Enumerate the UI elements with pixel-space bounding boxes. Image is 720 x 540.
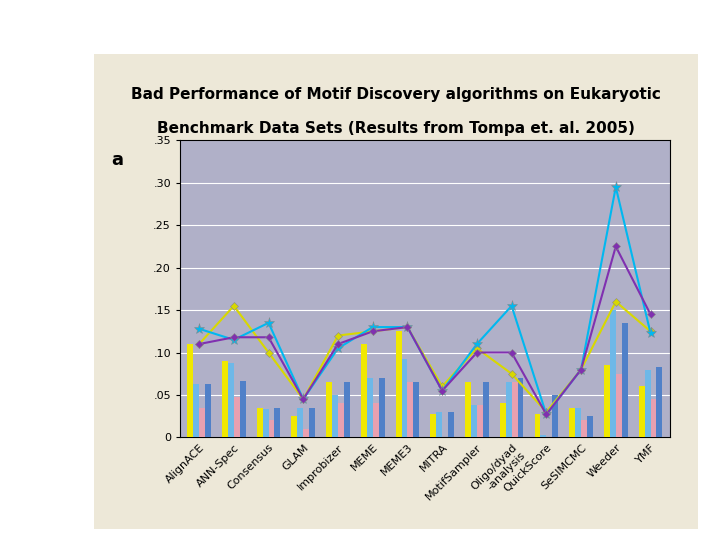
Bar (379, 378, 384, 437)
Bar (402, 359, 408, 437)
Text: Bad Performance of Motif Discovery algorithms on Eukaryotic: Bad Performance of Motif Discovery algor… (131, 87, 661, 102)
Bar (604, 365, 610, 437)
Bar (269, 421, 274, 437)
Bar (657, 367, 662, 437)
Bar (644, 369, 650, 437)
Bar (518, 378, 523, 437)
Bar (505, 382, 512, 437)
Bar (448, 412, 454, 437)
Bar (274, 408, 280, 437)
Bar (436, 412, 442, 437)
Bar (621, 323, 628, 437)
Bar (465, 382, 471, 437)
Bar (199, 408, 205, 437)
Bar (483, 382, 489, 437)
Bar (546, 436, 552, 437)
Bar (477, 405, 483, 437)
Bar (650, 399, 657, 437)
Bar (500, 403, 505, 437)
Bar (373, 403, 379, 437)
Text: a: a (112, 151, 124, 169)
Bar (581, 421, 587, 437)
Bar (344, 382, 350, 437)
Bar (326, 382, 332, 437)
Bar (512, 382, 518, 437)
Bar (309, 408, 315, 437)
Bar (257, 408, 263, 437)
Bar (187, 344, 193, 437)
Text: Benchmark Data Sets (Results from Tompa et. al. 2005): Benchmark Data Sets (Results from Tompa … (157, 120, 635, 136)
Bar (616, 374, 621, 437)
Bar (234, 397, 240, 437)
Bar (361, 344, 366, 437)
Bar (575, 408, 581, 437)
Bar (552, 395, 558, 437)
Bar (292, 416, 297, 437)
Bar (570, 408, 575, 437)
Bar (222, 361, 228, 437)
Bar (541, 435, 546, 437)
Bar (332, 395, 338, 437)
Bar (303, 429, 309, 437)
Bar (471, 405, 477, 437)
Bar (610, 310, 616, 437)
Bar (297, 408, 303, 437)
Bar (263, 409, 269, 437)
Bar (338, 403, 344, 437)
Bar (431, 414, 436, 437)
Bar (408, 382, 413, 437)
Bar (534, 415, 541, 437)
Bar (587, 416, 593, 437)
Bar (395, 332, 402, 437)
Bar (366, 378, 373, 437)
Bar (193, 384, 199, 437)
Bar (205, 384, 211, 437)
Bar (413, 382, 419, 437)
Bar (240, 381, 246, 437)
Bar (639, 387, 644, 437)
Bar (228, 363, 234, 437)
